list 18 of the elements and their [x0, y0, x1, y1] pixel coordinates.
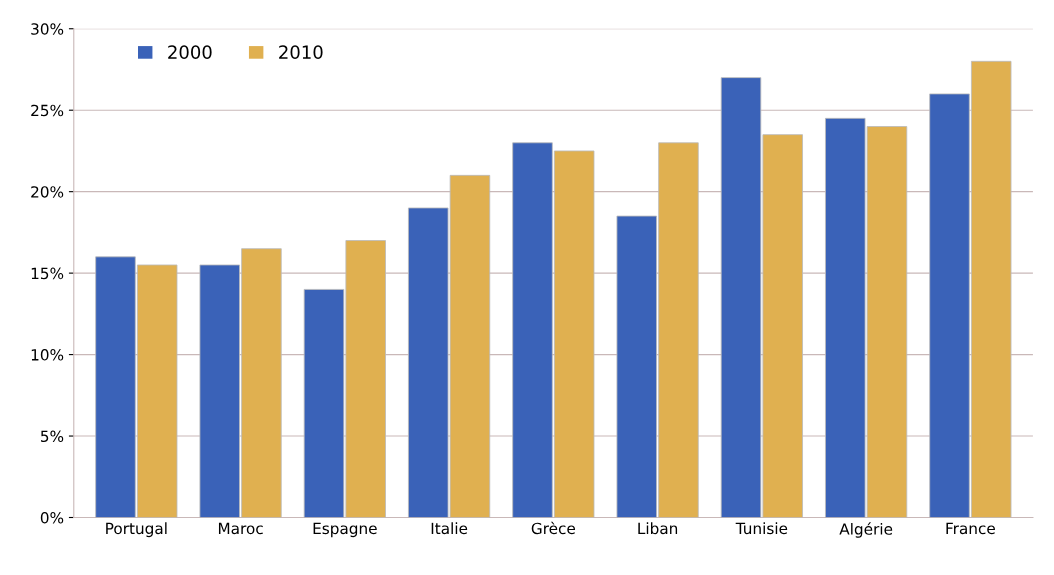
y-tick-label: 25%: [31, 104, 64, 117]
x-tick-label: Espagne: [313, 522, 377, 538]
legend-label: 2000: [168, 45, 212, 59]
y-tick-label: 5%: [41, 430, 64, 443]
x-tick-label: France: [946, 522, 995, 535]
x-tick-label: Liban: [638, 522, 678, 535]
y-tick-label: 0%: [40, 511, 64, 524]
x-tick-label: Portugal: [106, 522, 167, 538]
y-tick-label: 15%: [31, 267, 64, 280]
x-tick-label: Maroc: [218, 522, 263, 535]
y-tick-label: 30%: [31, 23, 64, 35]
y-tick-label: 20%: [31, 186, 64, 198]
y-tick-label: 10%: [31, 349, 64, 361]
x-tick-label: Grèce: [531, 521, 576, 535]
x-tick-label: Algérie: [839, 522, 893, 538]
x-tick-label: Italie: [431, 522, 468, 535]
x-tick-label: Tunisie: [735, 522, 788, 535]
legend-label: 2010: [279, 45, 323, 59]
